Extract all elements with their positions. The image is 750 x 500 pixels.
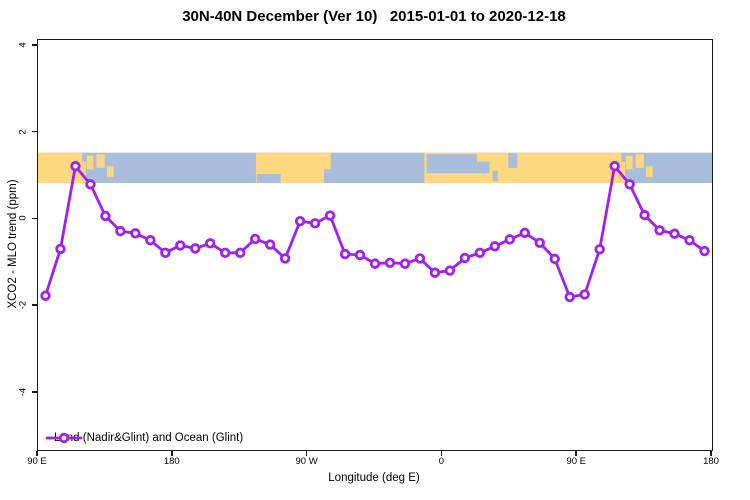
legend-key-icon <box>45 432 83 444</box>
data-point <box>220 247 231 259</box>
data-point <box>100 210 111 222</box>
water-baja-pacific <box>256 173 281 184</box>
land-japan-north <box>96 154 105 168</box>
x-tick-mark <box>710 450 712 456</box>
water-mediterranean <box>426 154 477 174</box>
data-point <box>519 227 530 239</box>
data-point <box>534 237 545 249</box>
y-tick-mark <box>32 304 37 306</box>
y-tick-label: 0 <box>17 215 29 222</box>
data-point <box>160 247 171 259</box>
x-tick-mark <box>171 450 173 456</box>
data-point <box>579 289 590 300</box>
land-north-america-east <box>324 152 331 170</box>
data-point <box>369 258 381 269</box>
y-axis-title: XCO2 - MLO trend (ppm) <box>7 179 19 309</box>
data-point <box>264 239 276 250</box>
y-tick-label: -2 <box>17 300 29 310</box>
y-tick-label: 2 <box>17 129 29 135</box>
data-point <box>399 258 411 269</box>
x-tick-label: 180 <box>703 456 719 467</box>
data-point <box>115 225 126 237</box>
plot-area: Land (Nadir&Glint) and Ocean (Glint) <box>37 39 713 451</box>
land-japan-north-repeat <box>635 154 644 168</box>
water-mediterranean-east <box>476 161 490 174</box>
data-point <box>684 235 695 246</box>
data-point <box>354 249 366 261</box>
x-tick-mark <box>575 450 577 456</box>
data-point <box>414 253 426 264</box>
legend: Land (Nadir&Glint) and Ocean (Glint) <box>45 431 243 445</box>
data-point <box>654 225 665 236</box>
data-point <box>279 253 291 264</box>
water-caspian-sea <box>508 153 518 168</box>
y-tick-label: -4 <box>17 387 29 397</box>
y-tick-mark <box>32 217 37 220</box>
data-point <box>459 252 471 264</box>
data-point <box>549 253 560 265</box>
data-point <box>474 247 486 259</box>
data-point <box>444 265 456 276</box>
data-point <box>489 241 501 252</box>
data-point <box>175 240 186 251</box>
series-line <box>44 164 706 299</box>
data-point <box>85 179 96 190</box>
data-point <box>249 233 261 245</box>
data-point <box>190 243 201 254</box>
data-point <box>234 247 246 259</box>
x-tick-label: 90 E <box>27 456 47 467</box>
y-tick-mark <box>32 130 37 133</box>
water-persian-gulf <box>492 170 498 182</box>
y-tick-mark <box>32 44 37 46</box>
data-point <box>504 234 515 245</box>
y-tick-label: 4 <box>17 42 29 48</box>
data-point <box>699 245 710 257</box>
land-japan-south-repeat <box>646 166 653 177</box>
data-point <box>624 179 635 190</box>
data-point <box>669 228 680 239</box>
data-point <box>639 209 650 221</box>
data-point <box>324 210 336 221</box>
x-tick-mark <box>305 450 308 456</box>
data-point <box>384 257 396 268</box>
data-point <box>309 218 321 229</box>
data-point <box>40 290 51 301</box>
water-yellow-sea <box>82 152 87 162</box>
data-point <box>564 291 575 303</box>
x-tick-mark <box>440 450 443 456</box>
x-tick-label: 90 E <box>566 456 586 467</box>
land-japan-south <box>106 166 114 177</box>
x-tick-label: 90 W <box>295 456 318 467</box>
x-tick-mark <box>36 450 38 456</box>
land-korea-repeat <box>625 155 633 170</box>
data-point <box>609 160 620 172</box>
data-point <box>55 243 66 255</box>
chart-title: 30N-40N December (Ver 10) 2015-01-01 to … <box>182 8 566 25</box>
data-point <box>145 235 156 246</box>
data-point <box>339 248 351 260</box>
data-point <box>429 267 441 278</box>
y-tick-mark <box>32 391 37 393</box>
water-yellow-sea-repeat <box>621 152 626 162</box>
plot-canvas <box>38 152 712 303</box>
x-tick-label: 0 <box>438 456 445 467</box>
land-korea <box>86 155 94 170</box>
x-tick-label: 180 <box>163 456 180 467</box>
data-point <box>70 160 81 172</box>
x-axis-title: Longitude (deg E) <box>328 472 420 484</box>
data-point <box>294 215 306 227</box>
data-point <box>594 244 605 255</box>
data-point <box>205 238 216 249</box>
data-point <box>130 228 141 239</box>
